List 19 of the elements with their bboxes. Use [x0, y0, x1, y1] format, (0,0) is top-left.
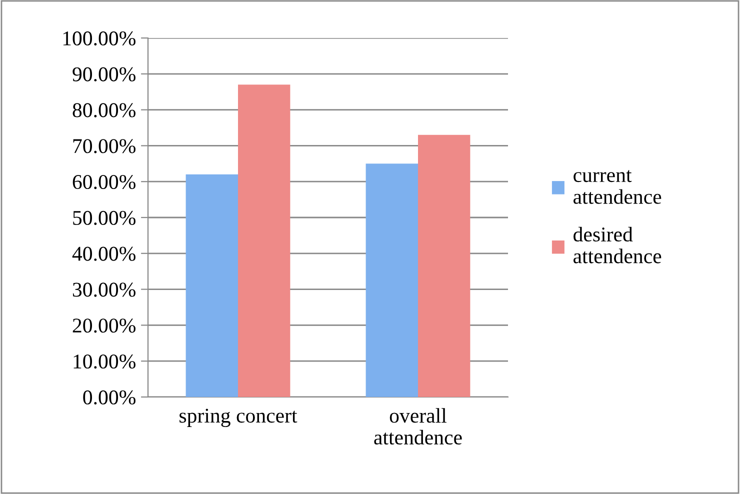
- x-tick-label: overall attendence: [374, 408, 462, 445]
- legend-label: current attendence: [574, 170, 662, 204]
- y-tick-label: 100.00%: [63, 31, 136, 46]
- y-tick-label: 90.00%: [72, 67, 136, 82]
- bar: [418, 134, 470, 397]
- bar: [366, 164, 418, 397]
- y-tick-label: 80.00%: [72, 103, 136, 118]
- y-tick-label: 60.00%: [72, 174, 136, 190]
- y-tick-label: 50.00%: [73, 210, 136, 226]
- bar: [186, 174, 238, 397]
- bar: [238, 84, 290, 397]
- legend-label: desired attendence: [574, 226, 662, 264]
- y-tick-label: 0.00%: [83, 390, 136, 405]
- y-tick-label: 70.00%: [73, 139, 136, 154]
- x-tick-label: spring concert: [180, 408, 298, 428]
- y-tick-label: 10.00%: [74, 354, 136, 369]
- y-tick-label: 30.00%: [72, 282, 136, 297]
- y-tick-label: 40.00%: [72, 246, 136, 261]
- y-tick-label: 20.00%: [72, 318, 136, 333]
